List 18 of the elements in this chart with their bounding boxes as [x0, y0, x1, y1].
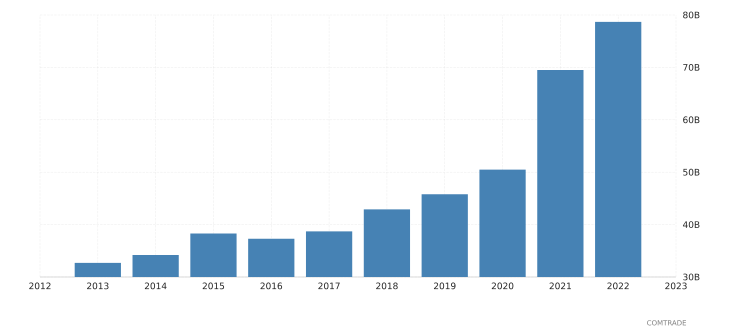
x-tick-label: 2013 [87, 282, 108, 290]
x-tick-label: 2019 [434, 282, 456, 290]
x-tick-label: 2012 [29, 282, 51, 290]
x-tick-label: 2020 [492, 282, 514, 290]
x-tick-label: 2014 [144, 282, 167, 290]
x-tick-label: 2016 [260, 282, 282, 290]
y-tick-label: 80B [683, 12, 700, 18]
y-tick-label: 30B [683, 274, 700, 280]
y-tick-label: 60B [683, 116, 700, 124]
x-tick-label: 2015 [202, 282, 224, 290]
x-tick-label: 2018 [376, 282, 398, 290]
x-tick-label: 2017 [318, 282, 340, 290]
x-tick-label: 2021 [550, 282, 571, 290]
y-tick-label: 50B [683, 168, 700, 176]
x-tick-label: 2022 [607, 282, 629, 290]
y-tick-label: 70B [683, 64, 700, 71]
y-tick-label: 40B [682, 221, 700, 228]
x-tick-label: 2023 [665, 282, 687, 290]
